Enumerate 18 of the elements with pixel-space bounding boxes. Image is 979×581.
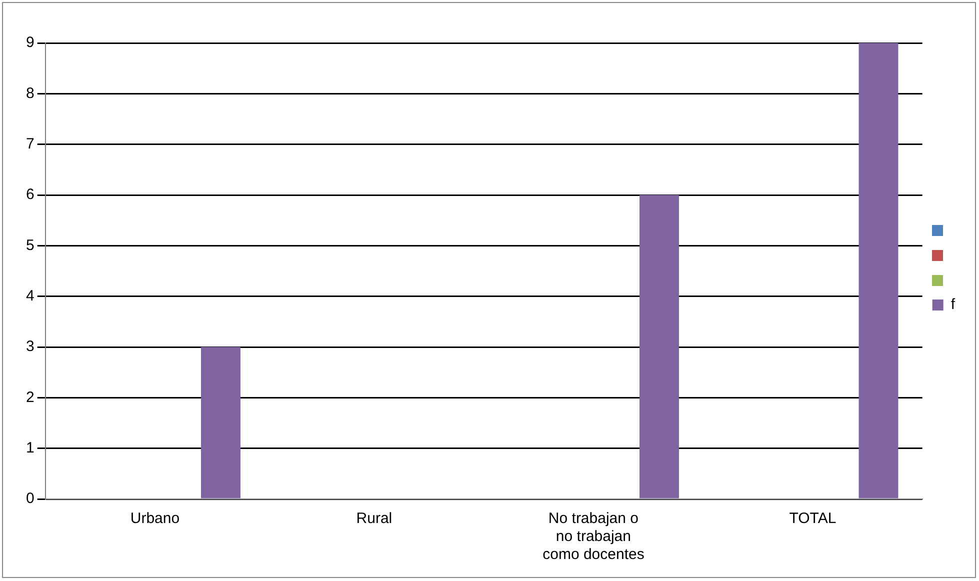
y-tick-label: 8: [26, 84, 34, 102]
x-tick-label: TOTAL: [789, 510, 836, 528]
y-tick-label: 1: [26, 439, 34, 456]
y-tick-label: 0: [26, 490, 34, 508]
bar: [858, 43, 898, 498]
x-tick-label: Urbano: [130, 510, 180, 528]
y-tick-label: 9: [26, 34, 34, 52]
y-tick-label: 6: [26, 186, 34, 204]
x-tick-label: Rural: [356, 510, 392, 528]
legend-label: f: [950, 296, 956, 314]
x-tick-label: No trabajan o no trabajan como docentes: [542, 510, 644, 564]
bar: [201, 347, 240, 498]
y-tick-label: 5: [26, 236, 34, 254]
bar: [640, 195, 679, 498]
y-tick-label: 4: [26, 287, 34, 304]
y-tick-label: 3: [26, 338, 34, 356]
y-tick-label: 7: [26, 135, 34, 152]
y-tick-label: 2: [26, 388, 34, 406]
